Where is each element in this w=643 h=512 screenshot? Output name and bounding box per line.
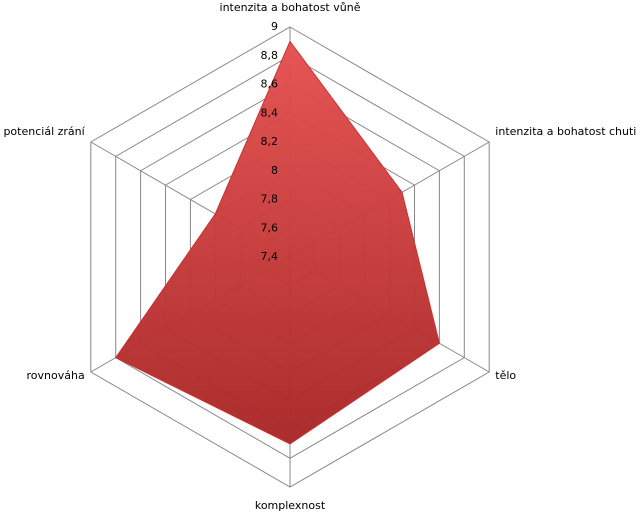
tick-label: 9 (271, 20, 278, 33)
tick-label: 8,8 (261, 49, 279, 62)
category-label: intenzita a bohatost chuti (495, 125, 636, 138)
category-label: komplexnost (255, 499, 326, 512)
category-label: potenciál zrání (3, 125, 85, 138)
category-label: tělo (495, 369, 516, 382)
tick-label: 7,8 (261, 193, 279, 206)
tick-label: 7,6 (261, 221, 279, 234)
tick-label: 8 (271, 164, 278, 177)
tick-label: 7,4 (261, 250, 279, 263)
tick-label: 8,2 (261, 135, 279, 148)
category-label: intenzita a bohatost vůně (220, 1, 361, 14)
tick-label: 8,6 (261, 78, 279, 91)
radar-area (114, 40, 440, 445)
category-label: rovnováha (27, 369, 85, 382)
tick-label: 8,4 (261, 106, 279, 119)
